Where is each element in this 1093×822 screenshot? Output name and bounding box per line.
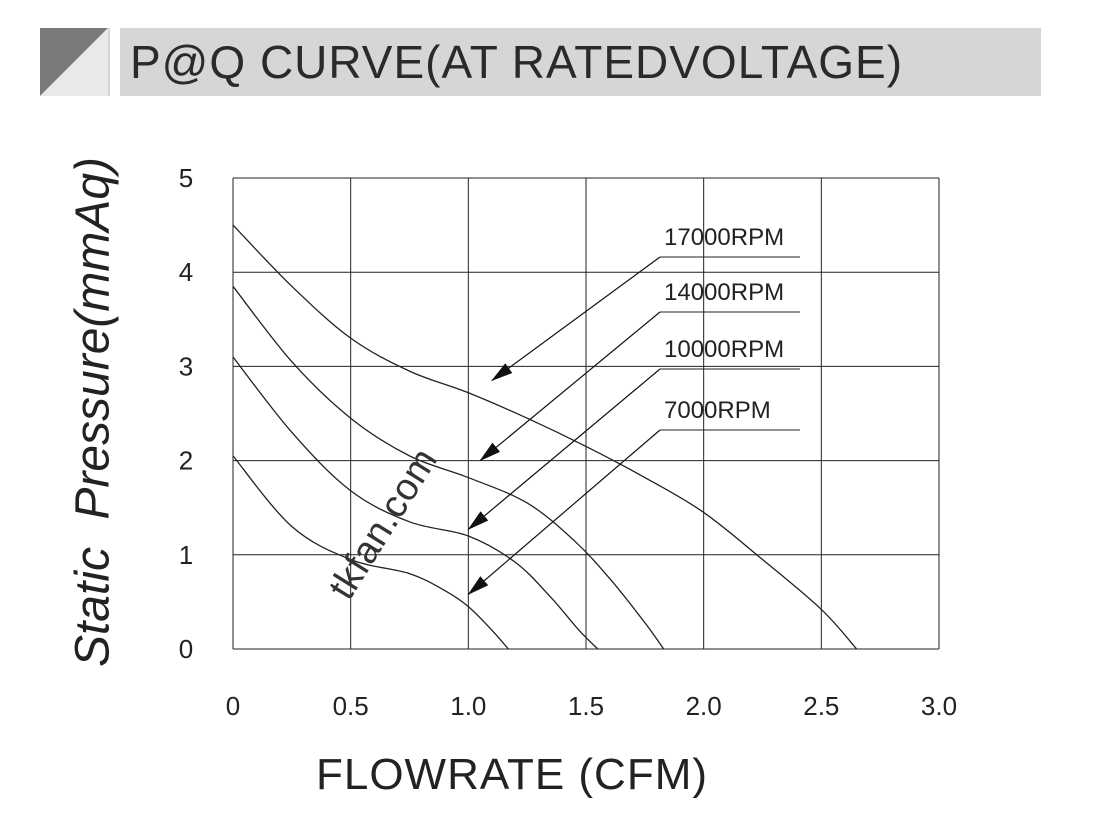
series-curve-7000rpm [232,455,509,650]
series-label-17000rpm: 17000RPM [664,224,784,251]
header-corner-logo-icon [40,28,108,96]
y-tick-label: 0 [179,634,193,664]
series-label-14000rpm: 14000RPM [664,279,784,306]
series-curve-14000rpm [232,285,665,650]
y-tick-label: 5 [179,163,193,193]
series-label-7000rpm: 7000RPM [664,397,771,424]
x-tick-label: 0 [226,691,240,721]
header-divider [110,28,120,96]
x-axis-title: FLOWRATE (CFM) [315,750,709,799]
header-bar [40,28,1041,96]
callout-arrow [467,429,661,596]
x-tick-label: 1.5 [568,691,604,721]
series-label-10000rpm: 10000RPM [664,336,784,363]
x-tick-label: 3.0 [921,691,957,721]
callout-arrow [491,256,661,382]
series-curve-17000rpm [232,224,858,650]
x-tick-label: 1.0 [450,691,486,721]
y-tick-label: 1 [179,540,193,570]
y-tick-label: 3 [179,351,193,381]
series-curve-10000rpm [232,356,599,650]
x-tick-label: 2.5 [803,691,839,721]
y-axis-title: Static Pressure(mmAq) [66,156,120,668]
y-tick-label: 2 [179,446,193,476]
page-title: P@Q CURVE(AT RATEDVOLTAGE) [130,36,904,88]
callout-arrow [479,311,661,462]
x-tick-label: 0.5 [333,691,369,721]
y-tick-label: 4 [179,257,193,287]
callout-arrow [467,368,661,531]
x-tick-label: 2.0 [686,691,722,721]
